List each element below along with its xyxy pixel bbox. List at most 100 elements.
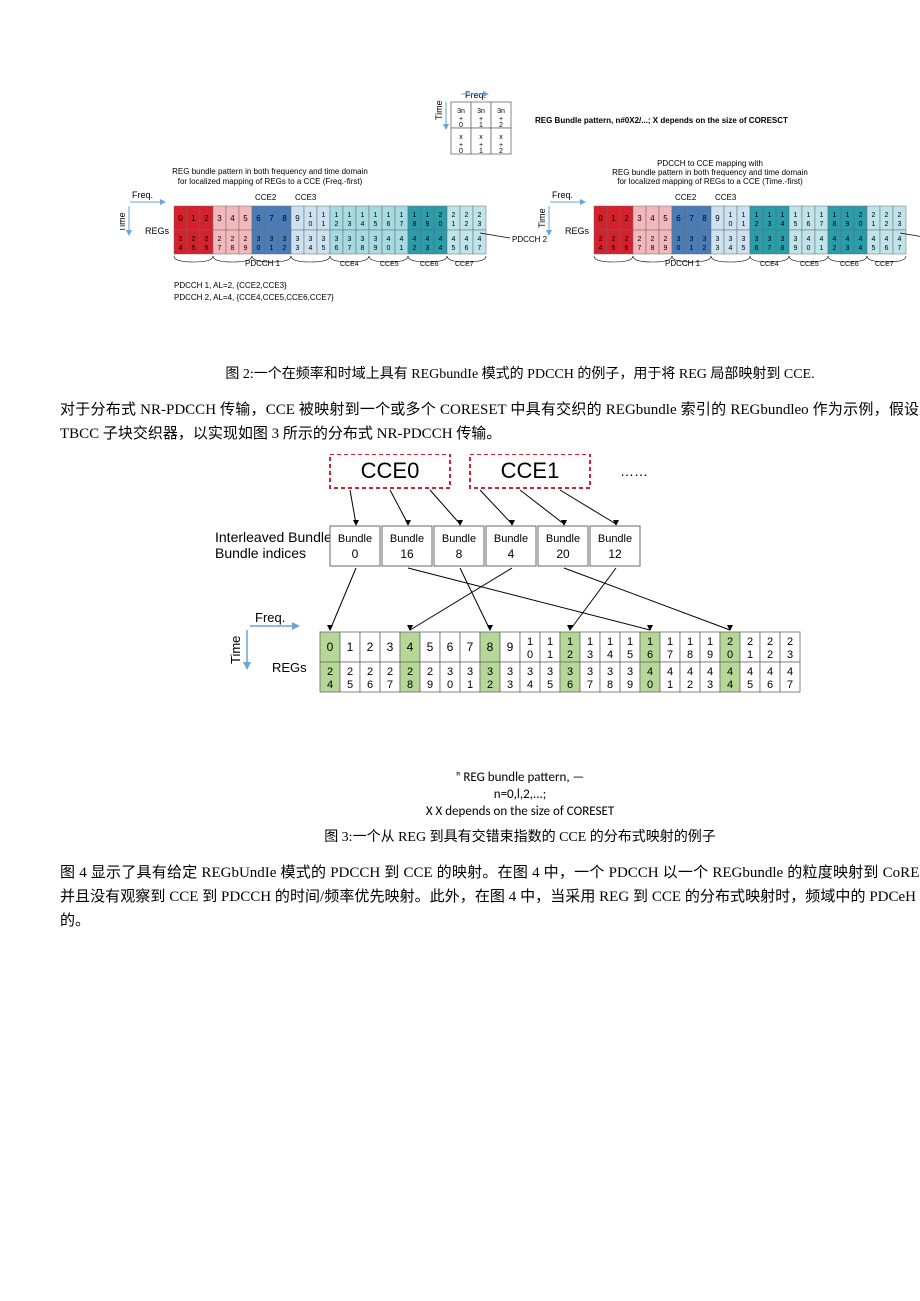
svg-text:8: 8 (487, 640, 494, 654)
svg-text:4: 4 (650, 214, 655, 223)
svg-text:for localized mapping of REGs: for localized mapping of REGs to a CCE (… (617, 177, 803, 186)
svg-text:2: 2 (327, 666, 333, 678)
svg-text:5: 5 (243, 214, 248, 223)
svg-text:4: 4 (859, 245, 863, 252)
svg-text:PDCCH to CCE mapping with: PDCCH to CCE mapping with (657, 159, 763, 168)
svg-text:2: 2 (367, 640, 374, 654)
svg-text:3: 3 (348, 236, 352, 243)
svg-text:2: 2 (687, 679, 693, 691)
svg-text:3: 3 (387, 640, 394, 654)
svg-text:4: 4 (872, 236, 876, 243)
svg-text:3n: 3n (477, 108, 485, 115)
svg-text:4: 4 (687, 666, 693, 678)
svg-text:2: 2 (651, 236, 655, 243)
svg-text:9: 9 (295, 214, 300, 223)
svg-text:4: 4 (527, 679, 533, 691)
svg-text:9: 9 (794, 245, 798, 252)
svg-text:6: 6 (567, 679, 573, 691)
svg-text:3: 3 (335, 236, 339, 243)
svg-text:3: 3 (587, 666, 593, 678)
svg-text:7: 7 (787, 679, 793, 691)
svg-text:CCE5: CCE5 (380, 261, 399, 268)
svg-text:4: 4 (667, 666, 673, 678)
svg-text:1: 1 (768, 212, 772, 219)
svg-text:2: 2 (367, 666, 373, 678)
svg-text:1: 1 (742, 212, 746, 219)
svg-text:4: 4 (230, 214, 235, 223)
svg-text:4: 4 (885, 236, 889, 243)
svg-text:x: x (499, 134, 503, 141)
svg-text:3: 3 (478, 221, 482, 228)
svg-text:PDCCH 1, AL=2, {CCE2,CCE3}: PDCCH 1, AL=2, {CCE2,CCE3} (174, 281, 287, 290)
svg-text:2: 2 (244, 236, 248, 243)
svg-text:5: 5 (427, 640, 434, 654)
svg-text:7: 7 (400, 221, 404, 228)
svg-text:3n: 3n (497, 108, 505, 115)
svg-text:2: 2 (231, 236, 235, 243)
svg-text:1: 1 (627, 636, 633, 648)
note-line-2: n=0,l,2,...; (494, 787, 547, 802)
svg-text:8: 8 (282, 214, 287, 223)
svg-text:0: 0 (447, 679, 453, 691)
svg-text:3: 3 (296, 245, 300, 252)
svg-text:0: 0 (677, 245, 681, 252)
svg-text:1: 1 (348, 212, 352, 219)
svg-text:12: 12 (608, 547, 622, 561)
svg-text:PDCCH 1: PDCCH 1 (665, 259, 701, 268)
svg-text:1: 1 (667, 636, 673, 648)
svg-text:4: 4 (439, 236, 443, 243)
svg-text:7: 7 (218, 245, 222, 252)
svg-text:4: 4 (439, 245, 443, 252)
svg-text:3: 3 (690, 236, 694, 243)
svg-text:1: 1 (387, 212, 391, 219)
svg-text:4: 4 (727, 679, 733, 691)
svg-text:7: 7 (638, 245, 642, 252)
svg-text:6: 6 (767, 679, 773, 691)
svg-text:4: 4 (747, 666, 753, 678)
svg-text:2: 2 (833, 245, 837, 252)
svg-text:6: 6 (676, 214, 681, 223)
svg-text:Freq.: Freq. (132, 190, 153, 200)
svg-text:2: 2 (599, 236, 603, 243)
svg-text:8: 8 (833, 221, 837, 228)
svg-text:1: 1 (833, 212, 837, 219)
svg-text:4: 4 (729, 245, 733, 252)
svg-text:0: 0 (729, 221, 733, 228)
svg-text:Bundle: Bundle (442, 533, 476, 545)
svg-text:PDCCH 2, AL=4, {CCE4,CCE5,CCE6: PDCCH 2, AL=4, {CCE4,CCE5,CCE6,CCE7} (174, 293, 334, 302)
svg-text:7: 7 (587, 679, 593, 691)
svg-text:3: 3 (348, 221, 352, 228)
svg-text:4: 4 (478, 236, 482, 243)
svg-text:1: 1 (607, 636, 613, 648)
svg-text:3: 3 (742, 236, 746, 243)
svg-text:1: 1 (707, 636, 713, 648)
svg-text:1: 1 (611, 214, 616, 223)
svg-text:CCE2: CCE2 (255, 193, 277, 202)
svg-text:1: 1 (587, 636, 593, 648)
svg-text:0: 0 (178, 214, 183, 223)
svg-text:8: 8 (361, 245, 365, 252)
svg-text:3: 3 (703, 236, 707, 243)
svg-text:CCE1: CCE1 (501, 458, 560, 483)
svg-text:7: 7 (478, 245, 482, 252)
svg-text:3: 3 (507, 666, 513, 678)
fig2-top-freq: Freq. (465, 90, 486, 100)
svg-text:4: 4 (898, 236, 902, 243)
svg-text:4: 4 (859, 236, 863, 243)
svg-text:3: 3 (768, 221, 772, 228)
svg-text:3: 3 (898, 221, 902, 228)
svg-text:5: 5 (547, 679, 553, 691)
svg-text:2: 2 (478, 212, 482, 219)
svg-text:3: 3 (487, 666, 493, 678)
svg-text:Bundle indices: Bundle indices (215, 545, 306, 561)
svg-text:16: 16 (400, 547, 414, 561)
svg-text:3: 3 (607, 666, 613, 678)
svg-text:6: 6 (465, 245, 469, 252)
svg-text:2: 2 (885, 212, 889, 219)
svg-text:3: 3 (755, 236, 759, 243)
svg-text:CCE3: CCE3 (295, 193, 317, 202)
svg-text:1: 1 (270, 245, 274, 252)
svg-text:5: 5 (612, 245, 616, 252)
svg-text:6: 6 (447, 640, 454, 654)
svg-text:4: 4 (413, 236, 417, 243)
